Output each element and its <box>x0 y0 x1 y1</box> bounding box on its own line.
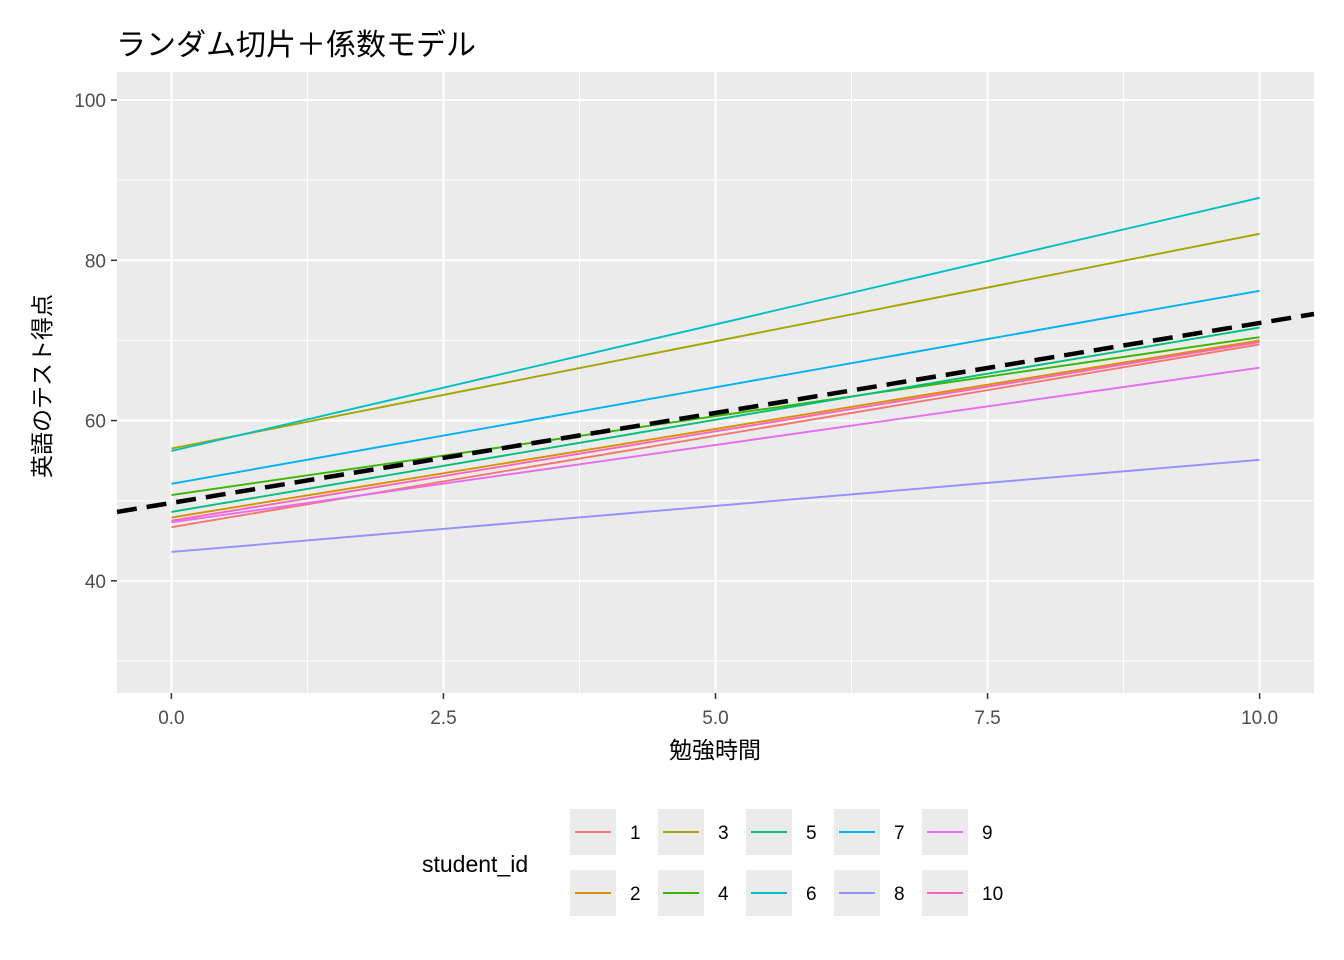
x-tick-label: 5.0 <box>702 708 728 729</box>
series-line-8 <box>171 458 1260 553</box>
legend: student_id 1 2 3 4 5 6 7 8 9 10 <box>422 809 1003 916</box>
y-tick-label: 100 <box>74 91 106 112</box>
overall-dashed-line <box>116 311 1315 515</box>
series-line-5 <box>171 326 1260 513</box>
legend-label-7: 7 <box>894 823 905 844</box>
series-line-3 <box>171 232 1260 450</box>
series-line-10 <box>171 341 1260 522</box>
x-axis-title: 勉強時間 <box>669 738 761 764</box>
chart-title: ランダム切片＋係数モデル <box>116 28 476 63</box>
legend-label-4: 4 <box>718 884 729 905</box>
legend-label-9: 9 <box>982 823 993 844</box>
legend-label-6: 6 <box>806 884 817 905</box>
y-axis-title: 英語のテスト得点 <box>30 294 56 478</box>
legend-label-5: 5 <box>806 823 817 844</box>
legend-label-2: 2 <box>630 884 641 905</box>
y-tick-label: 40 <box>85 572 106 593</box>
x-tick-label: 7.5 <box>974 708 1000 729</box>
series-line-4 <box>171 336 1260 497</box>
x-tick-label: 0.0 <box>158 708 184 729</box>
series-line-2 <box>171 339 1260 519</box>
x-axis: 0.0 2.5 5.0 7.5 10.0 <box>158 693 1278 729</box>
legend-label-1: 1 <box>630 823 641 844</box>
y-tick-label: 60 <box>85 412 106 433</box>
series-line-6 <box>171 196 1260 452</box>
legend-label-3: 3 <box>718 823 729 844</box>
series-line-9 <box>171 366 1260 524</box>
series-lines <box>171 196 1260 553</box>
legend-title: student_id <box>422 851 528 877</box>
overall-fit <box>116 311 1315 515</box>
y-axis: 40 60 80 100 <box>74 91 117 593</box>
series-line-7 <box>171 289 1260 485</box>
legend-label-8: 8 <box>894 884 905 905</box>
legend-label-10: 10 <box>982 884 1003 905</box>
x-tick-label: 2.5 <box>430 708 456 729</box>
y-tick-label: 80 <box>85 251 106 272</box>
x-tick-label: 10.0 <box>1241 708 1278 729</box>
